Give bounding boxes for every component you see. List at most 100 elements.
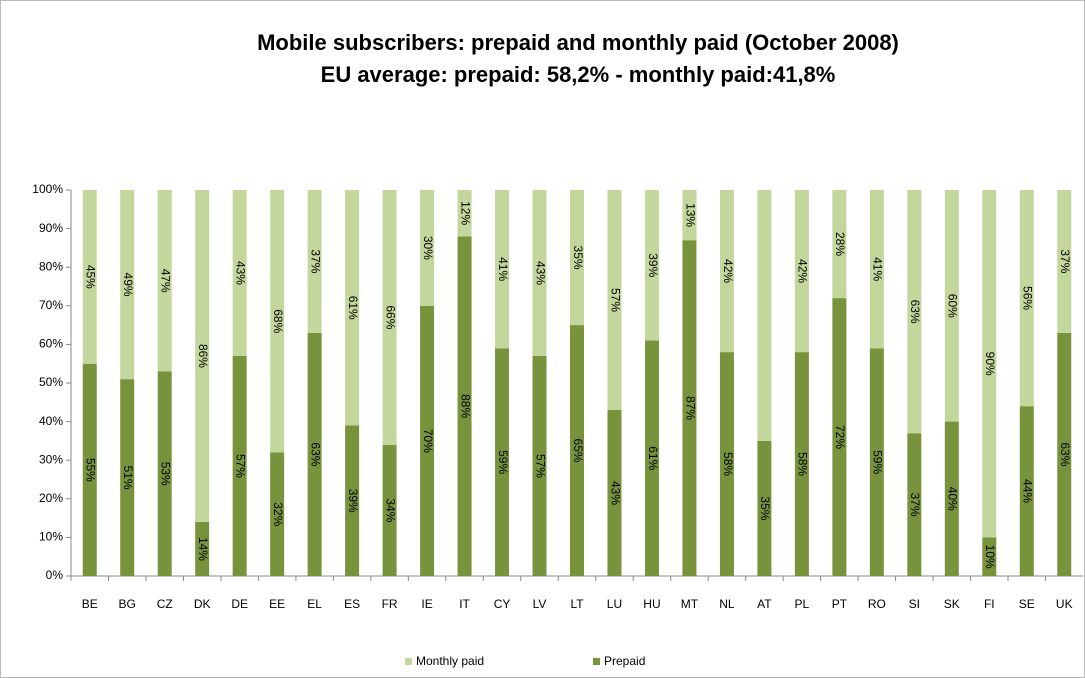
bar-segment (157, 371, 172, 576)
data-label: 63% (308, 442, 322, 466)
data-label: 86% (196, 344, 210, 368)
y-tick-label: 70% (39, 298, 63, 312)
bar-segment (82, 190, 97, 364)
bar-segment (869, 348, 884, 576)
bar-segment (644, 340, 659, 576)
bar-segment (644, 190, 659, 341)
bar-segment (120, 379, 135, 576)
data-label: 47% (159, 269, 173, 293)
data-label: 10% (983, 545, 997, 569)
x-tick-label: CY (494, 597, 511, 611)
bar-segment (944, 190, 959, 422)
bar-segment (1057, 332, 1072, 576)
x-tick-label: BE (82, 597, 98, 611)
data-label: 40% (946, 487, 960, 511)
x-tick-label: HU (643, 597, 660, 611)
y-tick-label: 90% (39, 221, 63, 235)
bar-segment (570, 190, 584, 326)
data-label: 51% (121, 466, 135, 490)
data-label: 14% (196, 537, 210, 561)
bar-segment (382, 444, 397, 576)
data-label: 66% (383, 305, 397, 329)
bar-segment (307, 332, 322, 576)
data-label: 37% (1058, 249, 1072, 273)
x-tick-label: PT (832, 597, 848, 611)
data-label: 70% (421, 429, 435, 453)
bar-segment (270, 190, 285, 453)
bar-segment (607, 190, 622, 411)
legend-label: Prepaid (604, 654, 645, 668)
data-label: 61% (346, 296, 360, 320)
data-label: 68% (271, 309, 285, 333)
data-label: 42% (796, 259, 810, 283)
x-tick-label: EE (269, 597, 285, 611)
data-label: 37% (308, 249, 322, 273)
y-tick-label: 100% (32, 182, 63, 196)
bar-segment (270, 452, 285, 576)
data-label: 55% (84, 458, 98, 482)
x-tick-label: UK (1056, 597, 1073, 611)
data-label: 43% (233, 261, 247, 285)
bar-segment (307, 190, 322, 333)
data-label: 63% (1058, 442, 1072, 466)
chart-title: Mobile subscribers: prepaid and monthly … (257, 30, 899, 55)
data-label: 43% (533, 261, 547, 285)
bar-segment (944, 421, 959, 576)
data-label: 12% (458, 201, 472, 225)
bar-segment (907, 433, 922, 576)
data-label: 32% (271, 502, 285, 526)
data-label: 41% (871, 257, 885, 281)
legend-swatch (405, 658, 412, 665)
data-label: 87% (683, 396, 697, 420)
data-label: 13% (683, 203, 697, 227)
data-label: 90% (983, 352, 997, 376)
bar-segment (682, 190, 697, 241)
bar-segment (1057, 190, 1072, 333)
y-tick-label: 80% (39, 259, 63, 273)
bar-segment (719, 352, 734, 576)
x-tick-label: SE (1019, 597, 1035, 611)
data-label: 44% (1021, 479, 1035, 503)
data-label: 39% (646, 253, 660, 277)
bar-segment (495, 190, 510, 349)
bar-segment (982, 190, 997, 538)
bar-segment (982, 537, 997, 576)
data-label: 57% (533, 454, 547, 478)
data-label: 58% (721, 452, 735, 476)
y-tick-label: 30% (39, 452, 63, 466)
data-label: 35% (571, 246, 585, 270)
data-label: 72% (833, 425, 847, 449)
x-tick-label: SK (944, 597, 960, 611)
x-tick-label: SI (909, 597, 920, 611)
y-tick-label: 20% (39, 491, 63, 505)
y-tick-label: 50% (39, 375, 63, 389)
bar-segment (719, 190, 734, 353)
bar-segment (757, 440, 772, 576)
data-label: 57% (233, 454, 247, 478)
x-tick-label: RO (868, 597, 886, 611)
data-label: 37% (908, 493, 922, 517)
data-label: 45% (84, 265, 98, 289)
x-tick-label: IT (459, 597, 470, 611)
bar-segment (420, 190, 435, 306)
legend-swatch (593, 658, 600, 665)
data-label: 34% (383, 498, 397, 522)
data-label: 63% (908, 300, 922, 324)
bar-segment (1019, 406, 1034, 576)
data-label: 49% (121, 273, 135, 297)
bar-segment (570, 325, 584, 576)
data-label: 43% (608, 481, 622, 505)
data-label: 28% (833, 232, 847, 256)
y-tick-label: 0% (46, 568, 64, 582)
x-tick-label: DK (194, 597, 211, 611)
x-tick-label: FI (984, 597, 995, 611)
x-tick-label: CZ (157, 597, 173, 611)
x-tick-label: ES (344, 597, 360, 611)
x-tick-label: PL (795, 597, 810, 611)
bar-segment (495, 348, 510, 576)
bar-segment (382, 190, 397, 445)
bar-segment (794, 352, 809, 576)
legend-label: Monthly paid (416, 654, 484, 668)
bar-segment (457, 236, 472, 576)
